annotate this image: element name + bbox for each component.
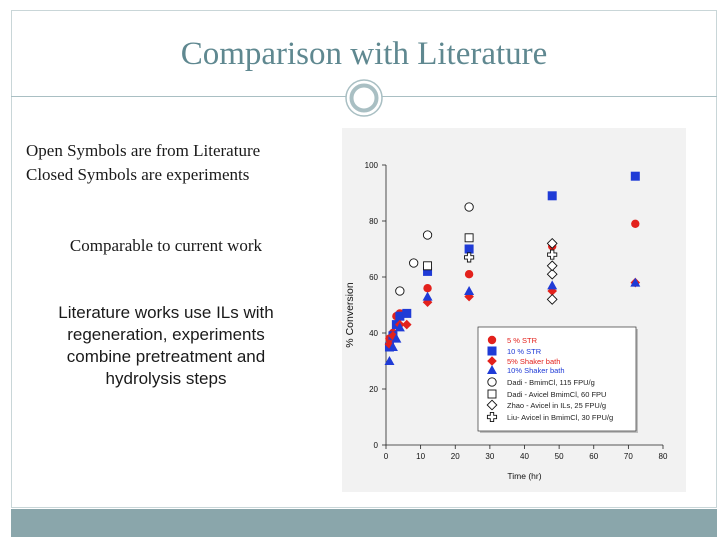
conversion-chart: 0 20 40 60 80 100 0 10 20 30 40 50 60 70 80 Time (hr) % … xyxy=(344,161,668,481)
legend-symbol xyxy=(487,389,497,399)
open-symbols-note: Open Symbols are from Literature xyxy=(26,141,261,160)
legend-symbol xyxy=(487,356,497,366)
data-point xyxy=(630,171,640,181)
data-point xyxy=(422,291,433,301)
x-tick-label: 80 xyxy=(659,452,668,461)
data-point xyxy=(464,286,475,295)
legend-label: 5% Shaker bath xyxy=(507,357,560,366)
data-point xyxy=(630,277,641,287)
legend-label: 10% Shaker bath xyxy=(507,366,565,375)
legend-symbol xyxy=(487,335,497,345)
data-point xyxy=(464,270,474,279)
data-point xyxy=(384,356,395,365)
legend-label: Liu- Avicel in BmimCl, 30 FPU/g xyxy=(507,413,613,422)
literature-note: Literature works use ILs with regenerati… xyxy=(26,302,306,390)
data-point xyxy=(391,333,402,343)
y-tick-label: 40 xyxy=(369,329,378,338)
legend-label: Dadi - Avicel BmimCl, 60 FPU xyxy=(507,390,606,399)
y-tick-label: 80 xyxy=(369,217,378,226)
data-point xyxy=(401,319,412,330)
legend-symbol xyxy=(486,399,498,411)
data-point xyxy=(409,258,419,268)
x-tick-label: 20 xyxy=(451,452,460,461)
slide-frame xyxy=(11,10,717,508)
data-point xyxy=(547,280,558,290)
data-point xyxy=(422,230,433,240)
data-point xyxy=(464,233,474,243)
circle-ornament-icon xyxy=(345,79,383,117)
y-tick-label: 20 xyxy=(369,385,378,394)
legend-symbol xyxy=(487,365,497,374)
data-point xyxy=(546,260,558,272)
literature-note-line: combine pretreatment and xyxy=(66,347,266,366)
legend-symbol xyxy=(487,377,497,387)
data-point xyxy=(464,202,474,212)
x-tick-label: 50 xyxy=(555,452,564,461)
chart-panel: 0 20 40 60 80 100 0 10 20 30 40 50 60 70 80 Time (hr) % … xyxy=(342,128,686,492)
y-tick-label: 100 xyxy=(365,161,379,170)
data-point xyxy=(546,293,558,305)
data-point xyxy=(464,244,474,254)
legend-label: 5 % STR xyxy=(507,336,538,345)
data-point xyxy=(423,261,433,271)
y-axis-label: % Conversion xyxy=(344,282,356,348)
x-tick-label: 60 xyxy=(589,452,598,461)
data-point xyxy=(464,291,474,302)
legend-symbol xyxy=(487,346,497,356)
data-point xyxy=(423,266,433,276)
literature-note-line: hydrolysis steps xyxy=(105,369,227,388)
x-tick-label: 0 xyxy=(384,452,389,461)
y-tick-label: 0 xyxy=(374,441,379,450)
data-point xyxy=(422,297,433,307)
closed-symbols-note: Closed Symbols are experiments xyxy=(26,165,250,184)
data-point xyxy=(546,268,558,280)
data-point xyxy=(464,252,475,263)
data-point xyxy=(546,237,558,249)
data-point xyxy=(547,249,558,260)
x-tick-label: 70 xyxy=(624,452,633,461)
legend-box xyxy=(477,326,637,432)
y-tick-label: 60 xyxy=(369,273,378,282)
data-point xyxy=(395,286,405,296)
literature-note-line: Literature works use ILs with xyxy=(58,303,274,322)
data-point xyxy=(388,331,398,341)
data-point xyxy=(547,191,557,201)
legend-symbol xyxy=(486,411,498,423)
comparable-note: Comparable to current work xyxy=(69,236,263,255)
literature-note-line: regeneration, experiments xyxy=(67,325,265,344)
data-point xyxy=(423,284,432,293)
data-point xyxy=(402,308,412,318)
x-tick-label: 30 xyxy=(485,452,494,461)
data-point xyxy=(395,311,405,321)
x-tick-label: 40 xyxy=(520,452,529,461)
data-point xyxy=(394,322,405,332)
x-tick-label: 10 xyxy=(416,452,425,461)
data-point xyxy=(631,219,640,228)
slide-title: Comparison with Literature xyxy=(180,36,548,72)
footer-bar xyxy=(11,509,717,537)
legend-label: Zhao - Avicel in ILs, 25 FPU/g xyxy=(507,401,606,410)
legend-label: Dadi - BmimCl, 115 FPU/g xyxy=(507,378,595,387)
x-axis-label: Time (hr) xyxy=(507,471,541,481)
data-point xyxy=(387,342,398,351)
legend-label: 10 % STR xyxy=(507,347,542,356)
